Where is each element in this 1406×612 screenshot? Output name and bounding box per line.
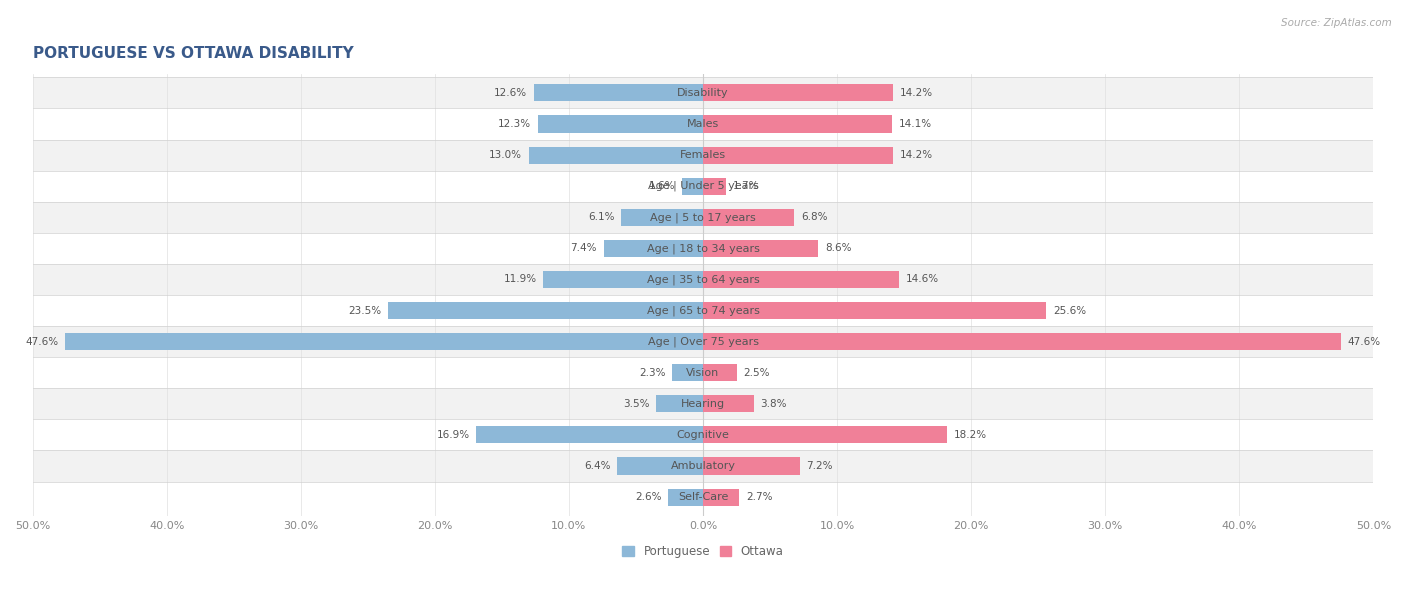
Bar (703, 209, 794, 226)
Text: Ambulatory: Ambulatory (671, 461, 735, 471)
Bar (657, 395, 703, 412)
Text: 18.2%: 18.2% (953, 430, 987, 440)
Text: PORTUGUESE VS OTTAWA DISABILITY: PORTUGUESE VS OTTAWA DISABILITY (32, 46, 353, 61)
Bar (703, 302, 1046, 319)
Bar (703, 271, 898, 288)
Text: 14.2%: 14.2% (900, 150, 934, 160)
Text: 14.1%: 14.1% (898, 119, 932, 129)
Text: 2.7%: 2.7% (747, 492, 772, 502)
Text: 13.0%: 13.0% (489, 150, 522, 160)
Text: 1.6%: 1.6% (648, 181, 675, 191)
Text: 7.4%: 7.4% (571, 244, 598, 253)
Text: Age | 18 to 34 years: Age | 18 to 34 years (647, 243, 759, 253)
Text: 12.3%: 12.3% (498, 119, 531, 129)
Text: Source: ZipAtlas.com: Source: ZipAtlas.com (1281, 18, 1392, 28)
Bar (32, 482, 1374, 513)
Bar (32, 450, 1374, 482)
Bar (682, 177, 703, 195)
Text: Hearing: Hearing (681, 399, 725, 409)
Bar (529, 146, 703, 163)
Text: Disability: Disability (678, 88, 728, 98)
Text: 6.1%: 6.1% (588, 212, 614, 222)
Text: 2.6%: 2.6% (636, 492, 661, 502)
Text: 2.5%: 2.5% (744, 368, 769, 378)
Bar (32, 357, 1374, 388)
Text: 47.6%: 47.6% (25, 337, 58, 346)
Bar (32, 419, 1374, 450)
Bar (668, 488, 703, 506)
Text: 14.2%: 14.2% (900, 88, 934, 98)
Bar (621, 209, 703, 226)
Bar (672, 364, 703, 381)
Bar (703, 364, 737, 381)
Text: 25.6%: 25.6% (1053, 305, 1085, 316)
Bar (703, 177, 725, 195)
Bar (703, 84, 893, 102)
Text: Females: Females (681, 150, 725, 160)
Bar (703, 457, 800, 474)
Text: Age | 65 to 74 years: Age | 65 to 74 years (647, 305, 759, 316)
Bar (32, 202, 1374, 233)
Text: Age | 5 to 17 years: Age | 5 to 17 years (650, 212, 756, 223)
Text: 7.2%: 7.2% (806, 461, 832, 471)
Bar (703, 146, 893, 163)
Bar (603, 240, 703, 257)
Text: 1.7%: 1.7% (733, 181, 759, 191)
Bar (544, 271, 703, 288)
Text: 47.6%: 47.6% (1348, 337, 1381, 346)
Text: 12.6%: 12.6% (495, 88, 527, 98)
Text: 8.6%: 8.6% (825, 244, 852, 253)
Text: 6.4%: 6.4% (583, 461, 610, 471)
Bar (534, 84, 703, 102)
Bar (477, 427, 703, 444)
Text: Age | 35 to 64 years: Age | 35 to 64 years (647, 274, 759, 285)
Bar (32, 171, 1374, 202)
Text: Age | Over 75 years: Age | Over 75 years (648, 337, 758, 347)
Text: Cognitive: Cognitive (676, 430, 730, 440)
Bar (32, 326, 1374, 357)
Text: 16.9%: 16.9% (437, 430, 470, 440)
Bar (538, 116, 703, 133)
Bar (388, 302, 703, 319)
Text: 11.9%: 11.9% (503, 274, 537, 285)
Text: Males: Males (688, 119, 718, 129)
Legend: Portuguese, Ottawa: Portuguese, Ottawa (617, 540, 789, 563)
Text: 6.8%: 6.8% (801, 212, 827, 222)
Bar (32, 295, 1374, 326)
Text: Age | Under 5 years: Age | Under 5 years (648, 181, 758, 192)
Bar (32, 108, 1374, 140)
Bar (703, 116, 891, 133)
Bar (32, 264, 1374, 295)
Bar (703, 488, 740, 506)
Bar (32, 77, 1374, 108)
Bar (617, 457, 703, 474)
Bar (703, 240, 818, 257)
Bar (32, 140, 1374, 171)
Text: 23.5%: 23.5% (349, 305, 381, 316)
Bar (703, 427, 948, 444)
Bar (703, 333, 1341, 350)
Bar (65, 333, 703, 350)
Bar (32, 233, 1374, 264)
Text: 3.8%: 3.8% (761, 399, 787, 409)
Text: Self-Care: Self-Care (678, 492, 728, 502)
Bar (703, 395, 754, 412)
Text: 14.6%: 14.6% (905, 274, 939, 285)
Text: 2.3%: 2.3% (638, 368, 665, 378)
Text: 3.5%: 3.5% (623, 399, 650, 409)
Bar (32, 388, 1374, 419)
Text: Vision: Vision (686, 368, 720, 378)
